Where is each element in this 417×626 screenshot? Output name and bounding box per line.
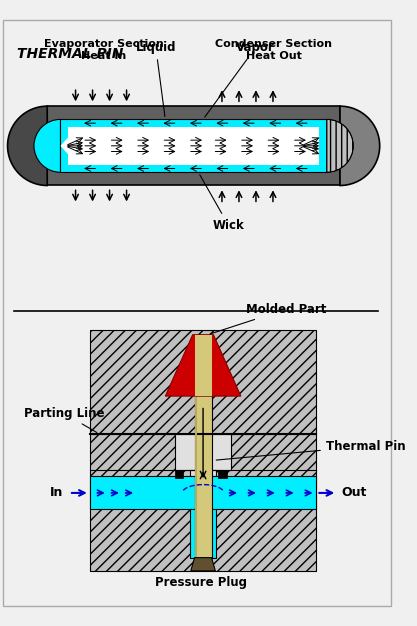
Text: Out: Out: [341, 486, 367, 500]
Polygon shape: [195, 335, 211, 389]
Bar: [218, 470, 227, 478]
Bar: [195, 339, 197, 558]
Bar: [90, 476, 317, 510]
Bar: [195, 339, 211, 558]
Bar: [60, 120, 327, 172]
Text: Pressure Plug: Pressure Plug: [155, 575, 247, 588]
Bar: [90, 330, 317, 434]
Text: Wick: Wick: [200, 175, 244, 232]
Text: Parting Line: Parting Line: [24, 407, 104, 433]
Text: Thermal Pin: Thermal Pin: [216, 439, 405, 460]
Polygon shape: [191, 558, 215, 571]
Wedge shape: [34, 120, 60, 172]
Bar: [190, 510, 216, 558]
Text: Liquid: Liquid: [136, 41, 176, 116]
Wedge shape: [8, 106, 47, 185]
Polygon shape: [60, 127, 78, 165]
Bar: [175, 470, 183, 478]
Text: Evaporator Section
Heat In: Evaporator Section Heat In: [44, 39, 164, 61]
Polygon shape: [165, 335, 241, 396]
Bar: [68, 127, 319, 165]
Text: Vapor: Vapor: [205, 41, 275, 117]
Bar: [90, 434, 317, 571]
Text: THERMAL PIN: THERMAL PIN: [17, 47, 123, 61]
Text: In: In: [50, 486, 63, 500]
Text: Condenser Section
Heat Out: Condenser Section Heat Out: [216, 39, 332, 61]
Bar: [195, 335, 211, 396]
Bar: [300, 127, 319, 165]
Wedge shape: [340, 106, 380, 185]
Bar: [47, 106, 340, 185]
Wedge shape: [327, 120, 353, 172]
Bar: [190, 470, 216, 476]
Text: Molded Part: Molded Part: [211, 303, 326, 334]
Bar: [175, 434, 231, 470]
